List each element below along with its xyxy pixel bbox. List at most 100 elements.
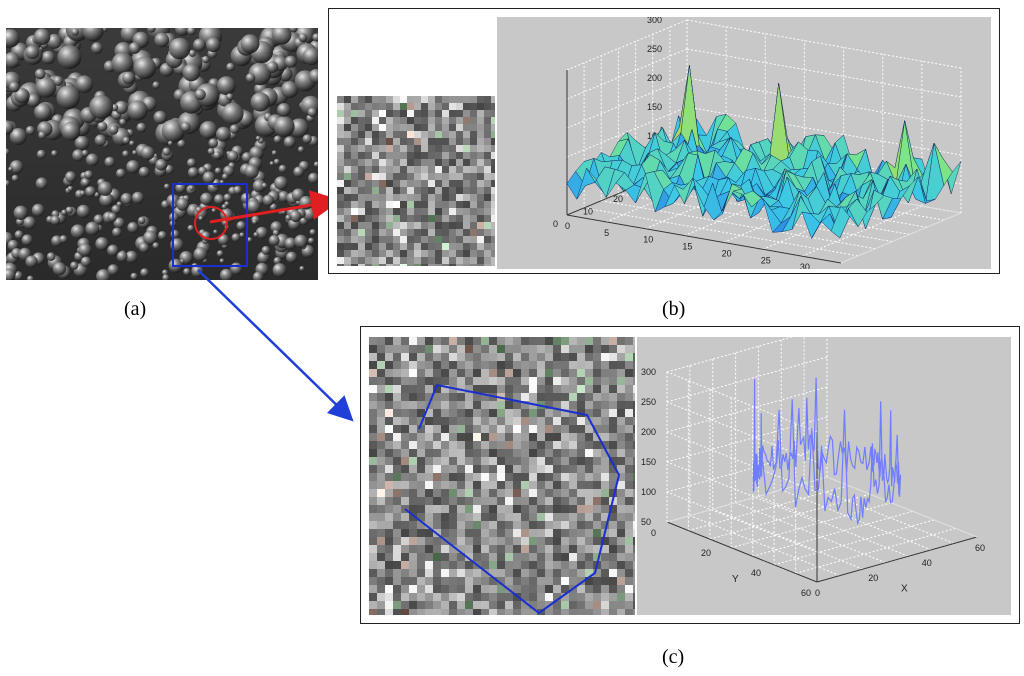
pixel — [609, 601, 617, 609]
pixel — [409, 385, 417, 393]
pixel — [337, 173, 344, 180]
pixel — [521, 353, 529, 361]
surface-plot-b: 3002502001501005040302010005101520253035 — [497, 17, 991, 269]
pixel — [379, 110, 386, 117]
pixel — [625, 393, 633, 401]
pixel — [393, 561, 401, 569]
pixel — [521, 537, 529, 545]
pixel — [473, 433, 481, 441]
pixel — [377, 441, 385, 449]
pixel — [537, 393, 545, 401]
pixel — [477, 208, 484, 215]
pixel — [337, 194, 344, 201]
pixel — [433, 465, 441, 473]
pixel — [417, 553, 425, 561]
pixel — [521, 593, 529, 601]
pixel — [505, 537, 513, 545]
pixel — [433, 505, 441, 513]
pixel — [545, 457, 553, 465]
pixel — [393, 577, 401, 585]
pixel — [513, 553, 521, 561]
pixel — [577, 457, 585, 465]
pixel — [473, 361, 481, 369]
pixel — [545, 337, 553, 345]
pixel — [425, 553, 433, 561]
pixel — [358, 103, 365, 110]
pixel — [484, 131, 491, 138]
pixel — [491, 138, 495, 145]
pixel — [441, 361, 449, 369]
pixel — [393, 377, 401, 385]
pixel — [433, 545, 441, 553]
pixel — [470, 131, 477, 138]
pixel — [386, 103, 393, 110]
pixel — [625, 441, 633, 449]
pixel — [481, 425, 489, 433]
y-tick-label: 20 — [701, 548, 711, 558]
pixel — [463, 152, 470, 159]
pixel — [433, 369, 441, 377]
pixel — [577, 585, 585, 593]
pixel — [477, 159, 484, 166]
pixel — [470, 250, 477, 257]
pixel — [633, 537, 635, 545]
pixel — [435, 264, 442, 266]
pixel — [457, 417, 465, 425]
pixel — [414, 103, 421, 110]
pixel — [633, 377, 635, 385]
pixel — [529, 537, 537, 545]
pixel — [400, 124, 407, 131]
pixel — [435, 103, 442, 110]
pixel — [585, 369, 593, 377]
pixel — [561, 569, 569, 577]
pixel — [521, 601, 529, 609]
pixel — [369, 505, 377, 513]
pixel — [569, 505, 577, 513]
surface-facet — [830, 205, 850, 239]
pixel — [393, 513, 401, 521]
x-tick-label: 40 — [922, 558, 932, 568]
pixel — [449, 103, 456, 110]
pixel — [377, 537, 385, 545]
pixel — [457, 457, 465, 465]
pixel — [601, 441, 609, 449]
pixel — [484, 166, 491, 173]
pixel — [577, 377, 585, 385]
pixel — [344, 103, 351, 110]
pixel — [369, 409, 377, 417]
pixel — [372, 96, 379, 103]
pixel — [377, 481, 385, 489]
pixel — [401, 489, 409, 497]
pixel — [609, 569, 617, 577]
selection-box-blue — [172, 183, 248, 267]
pixel — [372, 159, 379, 166]
pixel — [386, 159, 393, 166]
pixel — [351, 187, 358, 194]
pixel — [386, 250, 393, 257]
pixel — [449, 377, 457, 385]
pixel — [414, 180, 421, 187]
pixel — [470, 264, 477, 266]
pixel — [351, 166, 358, 173]
pixel — [463, 222, 470, 229]
pixel — [358, 145, 365, 152]
pixel — [385, 441, 393, 449]
pixel — [473, 393, 481, 401]
pixel — [481, 489, 489, 497]
pixel — [545, 353, 553, 361]
pixel — [593, 497, 601, 505]
pixel — [553, 433, 561, 441]
pixel — [489, 537, 497, 545]
pixel — [442, 117, 449, 124]
pixel — [513, 353, 521, 361]
pixel — [481, 353, 489, 361]
pixel — [625, 417, 633, 425]
pixel — [601, 545, 609, 553]
pixel — [561, 585, 569, 593]
pixel — [465, 449, 473, 457]
pixel — [545, 481, 553, 489]
pixel — [529, 361, 537, 369]
pixel — [521, 337, 529, 345]
pixel — [425, 601, 433, 609]
pixel — [393, 243, 400, 250]
